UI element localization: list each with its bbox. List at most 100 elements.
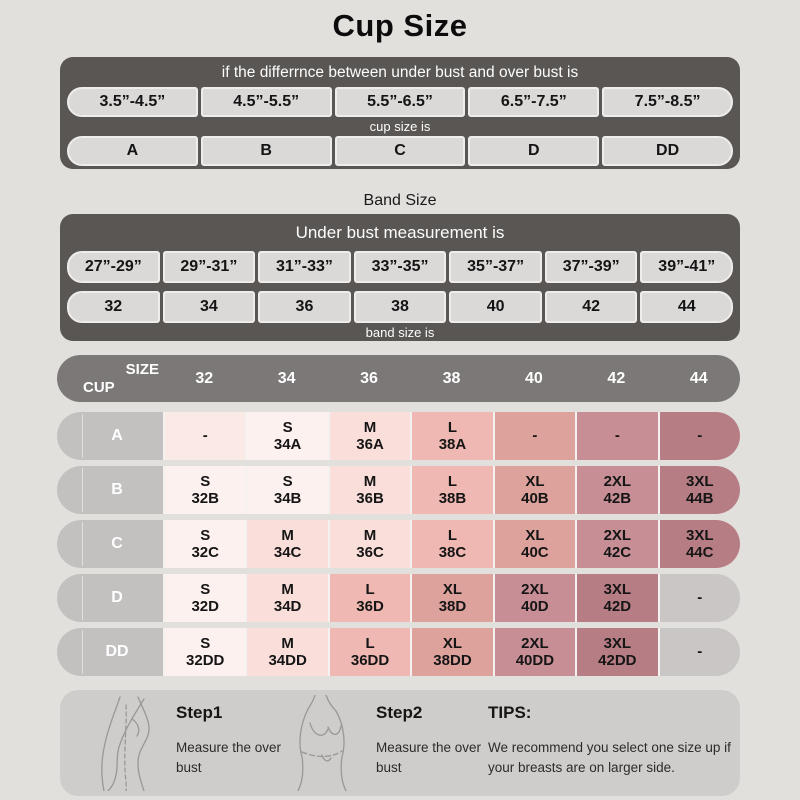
cup-letter-segment: D — [468, 136, 600, 166]
cell-size-label: XL — [442, 580, 463, 598]
cup-difference-header: if the differrnce between under bust and… — [221, 64, 579, 81]
cell-size-label: 3XL — [685, 472, 714, 490]
cell-size-code: 36A — [356, 436, 384, 453]
cell-size-label: L — [447, 472, 458, 490]
size-table-cell: - — [657, 628, 740, 676]
page-title: Cup Size — [332, 8, 468, 43]
cup-letter-segment: C — [334, 136, 466, 166]
size-table-cell: S 34B — [245, 466, 328, 514]
size-table-cell: M 36C — [327, 520, 411, 568]
cell-size-label: M — [281, 580, 294, 598]
cell-size-code: 42DD — [598, 652, 637, 669]
cell-size-label: L — [447, 526, 458, 544]
size-table-cell: 2XL 40D — [492, 574, 576, 622]
band-size-segment: 44 — [640, 291, 734, 323]
cup-difference-range-segment: 7.5”-8.5” — [602, 87, 733, 117]
cell-size-label: - — [614, 427, 620, 445]
cell-size-label: M — [281, 634, 294, 652]
under-bust-range-segment: 27”-29” — [67, 251, 160, 283]
cell-size-code: 44C — [685, 544, 714, 561]
step1-text: Measure the over bust — [176, 740, 282, 775]
cell-size-code: 38B — [438, 490, 467, 507]
cell-size-code: 36B — [356, 490, 384, 507]
cell-size-code: 32B — [191, 490, 219, 507]
size-table-cell: XL 40C — [492, 520, 576, 568]
cell-size-label: 2XL — [521, 580, 549, 598]
cell-size-code: 40D — [521, 598, 549, 615]
measuring-instructions-panel: Step1 Measure the over bust Step2 Measur… — [60, 690, 740, 796]
under-bust-range-segment: 31”-33” — [258, 251, 351, 283]
cell-size-label: S — [200, 634, 211, 652]
step1-block: Step1 Measure the over bust — [176, 703, 286, 777]
size-table-cell: - — [163, 412, 246, 460]
cup-row-label: DD — [57, 628, 163, 676]
band-column-header: 42 — [607, 369, 626, 387]
cup-difference-range-segment: 6.5”-7.5” — [468, 87, 600, 117]
cell-size-code: 42D — [603, 598, 632, 615]
size-table-cell: M 34C — [245, 520, 328, 568]
cell-size-code: 38C — [438, 544, 467, 561]
cell-size-label: - — [697, 427, 703, 445]
cell-size-label: XL — [442, 634, 463, 652]
cell-size-label: - — [532, 427, 538, 445]
size-table-cell: 3XL 44B — [657, 466, 740, 514]
size-table-cell: S 32D — [163, 574, 246, 622]
size-table-row: B S 32B S 34B M 36B L 38B XL 40B 2XL 42B 3XL 44B — [57, 466, 740, 514]
band-size-segment: 34 — [162, 291, 256, 323]
cell-size-label: 3XL — [603, 634, 632, 652]
cell-size-label: - — [202, 427, 208, 445]
cell-size-label: L — [365, 580, 375, 598]
size-table-cell: XL 40B — [492, 466, 576, 514]
cup-difference-range-segment: 4.5”-5.5” — [200, 87, 332, 117]
size-table-cell: S 32B — [163, 466, 246, 514]
band-column-header: 32 — [195, 369, 214, 387]
step2-block: Step2 Measure the over bust — [376, 703, 486, 777]
size-table-cell: - — [657, 574, 740, 622]
size-cup-corner-cell: SIZE CUP — [57, 355, 163, 402]
band-size-segment: 40 — [449, 291, 542, 323]
size-table-cell: M 34D — [245, 574, 328, 622]
size-table-cell: L 36DD — [327, 628, 411, 676]
band-size-segment: 36 — [258, 291, 351, 323]
band-size-segment: 38 — [353, 291, 447, 323]
cell-size-label: S — [282, 418, 293, 436]
cell-size-label: S — [200, 526, 211, 544]
cup-row-label: C — [57, 520, 163, 568]
band-size-is-label: band size is — [365, 325, 435, 340]
size-table-cell: S 34A — [245, 412, 328, 460]
tips-title: TIPS: — [488, 703, 532, 722]
cell-size-code: 34DD — [268, 652, 307, 669]
cell-size-label: M — [363, 418, 377, 436]
size-table-cell: L 36D — [327, 574, 411, 622]
cup-difference-range-strip: 3.5”-4.5” 4.5”-5.5” 5.5”-6.5” 6.5”-7.5” 7.5”… — [67, 87, 733, 117]
cell-size-code: 34A — [273, 436, 302, 453]
step2-text: Measure the over bust — [376, 740, 482, 775]
step1-title: Step1 — [176, 703, 223, 722]
band-size-strip: 32 34 36 38 40 42 44 — [67, 291, 734, 323]
under-bust-range-segment: 29”-31” — [162, 251, 256, 283]
cell-size-code: 34B — [273, 490, 302, 507]
size-table-cell: XL 38DD — [410, 628, 493, 676]
measure-over-bust-figure-icon — [86, 695, 170, 792]
cup-letter-segment: DD — [602, 136, 733, 166]
cell-size-label: - — [697, 589, 703, 607]
band-column-header: 38 — [442, 369, 461, 387]
cup-row-label: D — [57, 574, 163, 622]
cell-size-code: 36C — [356, 544, 384, 561]
size-table-cell: M 36B — [327, 466, 411, 514]
cell-size-code: 34C — [273, 544, 302, 561]
size-table-cell: L 38A — [410, 412, 493, 460]
cell-size-label: M — [281, 526, 294, 544]
measure-under-bust-figure-icon — [278, 694, 362, 792]
cell-size-code: 40DD — [515, 652, 555, 669]
cell-size-label: M — [363, 526, 377, 544]
band-size-heading: Band Size — [363, 192, 437, 209]
band-size-panel: Under bust measurement is 27”-29” 29”-31”… — [60, 214, 740, 341]
step2-title: Step2 — [376, 703, 423, 722]
cell-size-code: 38DD — [433, 652, 472, 669]
cell-size-label: S — [200, 580, 211, 598]
cell-size-label: XL — [525, 526, 545, 544]
size-table-cell: - — [492, 412, 576, 460]
cup-size-is-label: cup size is — [369, 119, 431, 134]
cell-size-label: M — [363, 472, 377, 490]
